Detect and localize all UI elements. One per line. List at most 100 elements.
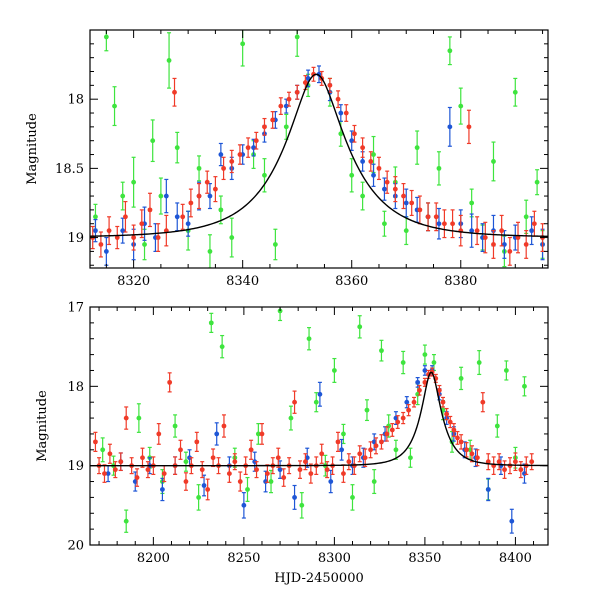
x-tick-label: 8200 (137, 551, 170, 566)
data-point (422, 344, 428, 365)
data-point (158, 177, 164, 215)
data-point (194, 431, 200, 452)
data-point (306, 327, 312, 351)
data-point (218, 195, 224, 225)
data-point (103, 30, 109, 52)
data-point (218, 142, 224, 167)
data-point (196, 155, 202, 182)
data-point (341, 423, 346, 445)
data-point (245, 476, 250, 502)
bottom-panel: 8200 8250 8300 8350 8400 17 18 19 20 Magnitude HJD… (35, 301, 549, 586)
data-point (294, 84, 300, 100)
data-point (288, 405, 294, 431)
top-panel: 8320 8340 8360 8380 18 18.5 19 Magnitude (25, 29, 549, 289)
data-point (118, 452, 124, 472)
data-point (229, 149, 235, 174)
data-point (464, 442, 469, 458)
data-point (166, 32, 172, 89)
data-point (178, 439, 183, 460)
data-point (272, 228, 278, 261)
data-point (371, 163, 376, 187)
data-point (512, 77, 518, 107)
data-point (362, 448, 368, 468)
data-point (172, 77, 177, 107)
series-1 (105, 365, 527, 534)
data-point (106, 216, 112, 246)
data-point (140, 447, 145, 468)
data-point (262, 158, 267, 193)
x-axis-title: HJD-2450000 (274, 571, 364, 586)
data-point (368, 151, 374, 172)
data-point (265, 464, 270, 483)
data-point (120, 181, 126, 211)
data-point (134, 468, 140, 487)
data-point (523, 199, 529, 235)
data-point (107, 443, 113, 464)
data-point (458, 366, 464, 391)
data-point (343, 104, 349, 122)
data-point (444, 407, 450, 421)
data-point (346, 453, 352, 471)
data-point (196, 484, 202, 511)
data-point (503, 360, 509, 381)
data-point (379, 339, 384, 362)
data-point (409, 189, 415, 217)
data-point (447, 36, 453, 66)
data-point (278, 97, 284, 116)
data-point (180, 203, 186, 230)
data-point (304, 447, 310, 468)
y-tick-label: 18.5 (55, 162, 84, 177)
data-point (417, 195, 423, 225)
data-point (286, 91, 292, 107)
series-0 (93, 30, 545, 268)
data-point (476, 350, 482, 376)
data-point (447, 106, 453, 147)
data-point (458, 434, 464, 450)
data-point (523, 230, 529, 259)
data-point (174, 131, 180, 164)
data-point (201, 474, 207, 497)
data-point (401, 182, 406, 210)
data-point (485, 453, 491, 471)
data-point (297, 460, 303, 479)
data-point (196, 182, 202, 210)
data-point (120, 217, 126, 244)
data-point (507, 236, 513, 266)
data-point (262, 117, 267, 136)
data-point (214, 422, 220, 446)
data-point (393, 439, 399, 460)
data-point (150, 119, 156, 163)
data-point (338, 104, 344, 122)
data-point (208, 312, 214, 333)
data-point (382, 177, 387, 201)
data-point (313, 392, 319, 413)
data-point (185, 210, 191, 237)
data-point (204, 170, 210, 194)
data-point (131, 224, 137, 251)
y-tick-label: 19 (67, 459, 84, 474)
data-point (221, 156, 226, 181)
x-tick-label: 8250 (227, 551, 260, 566)
data-point (248, 439, 254, 460)
y-tick-label: 20 (67, 539, 84, 554)
data-point (270, 111, 276, 129)
data-point (513, 452, 518, 472)
data-point (529, 453, 535, 471)
data-point (515, 221, 521, 254)
data-point (167, 372, 173, 393)
plot-area (90, 30, 548, 268)
data-point (368, 441, 373, 459)
data-point (292, 390, 297, 414)
data-point (123, 406, 129, 430)
data-point (163, 178, 169, 214)
data-point (491, 456, 497, 475)
data-point (480, 392, 486, 413)
data-point (188, 188, 194, 218)
y-tick-label: 19 (67, 231, 84, 246)
data-point (324, 461, 330, 479)
data-point (155, 223, 161, 252)
data-point (199, 461, 205, 479)
data-point (509, 508, 515, 534)
series-2 (90, 66, 545, 266)
x-tick-label: 8360 (335, 274, 368, 289)
